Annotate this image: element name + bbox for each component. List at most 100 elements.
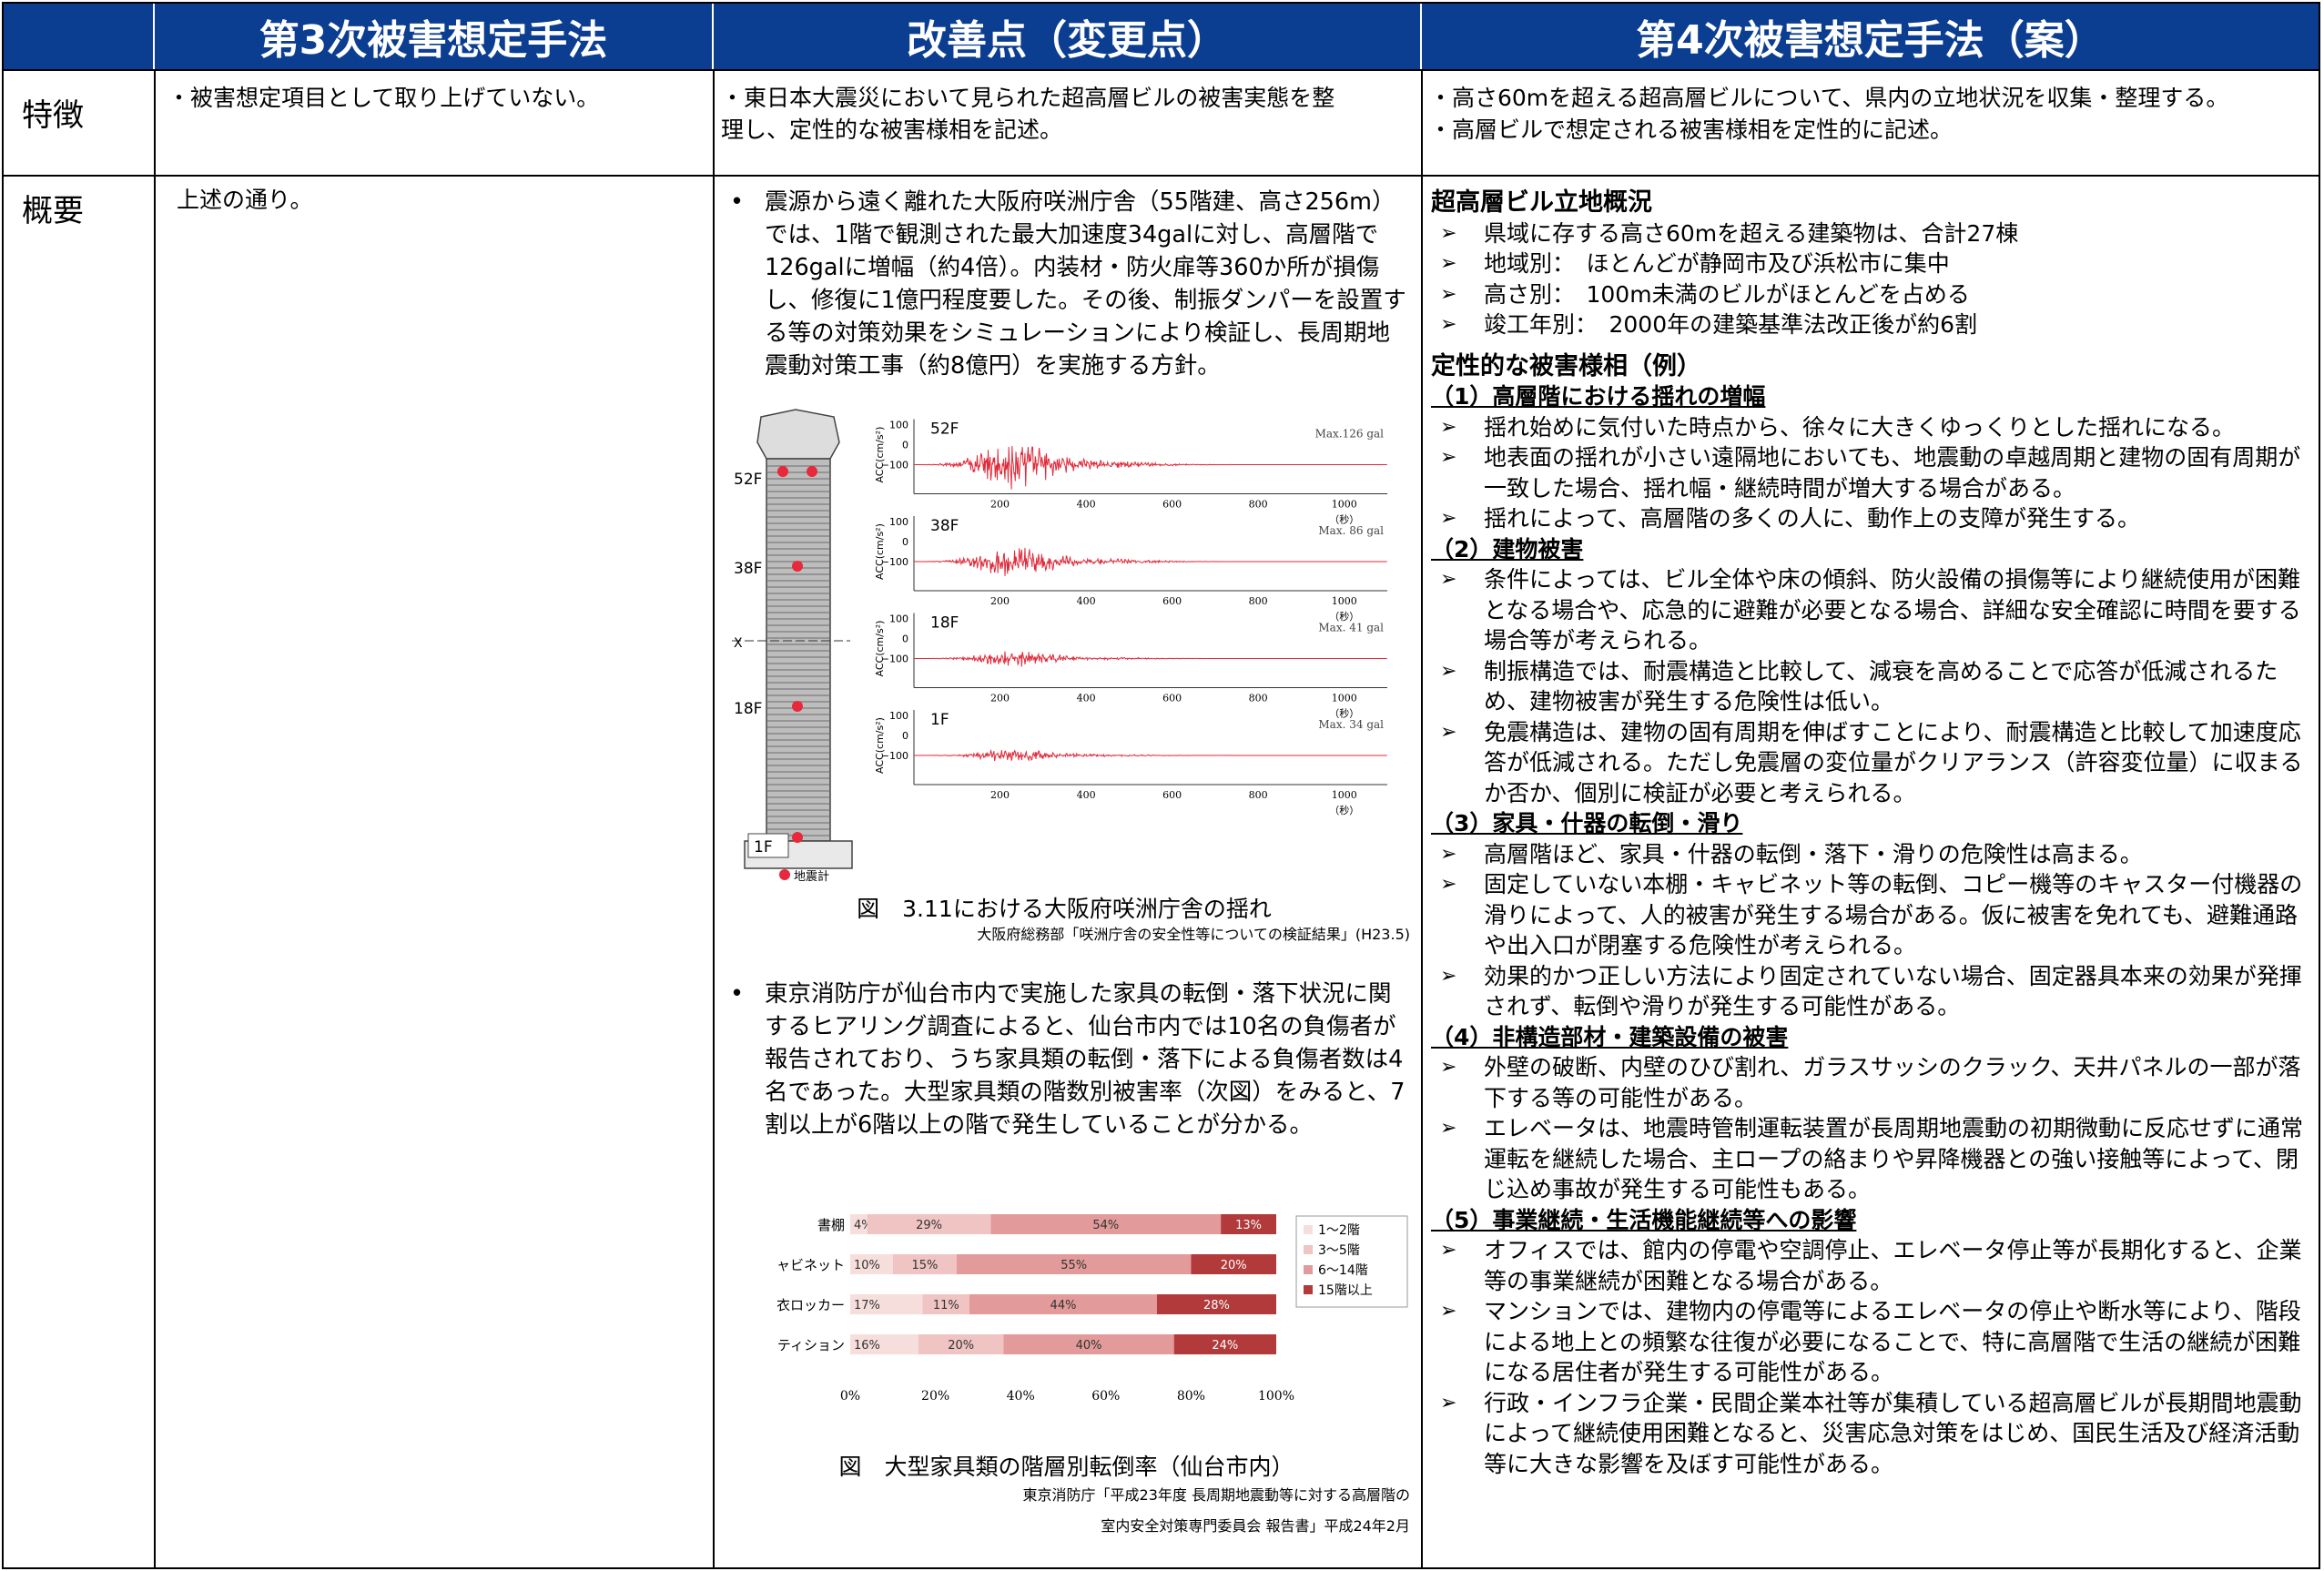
bar-segment <box>1221 1214 1276 1234</box>
s1-item: 揺れ始めに気付いた時点から、徐々に大きくゆっくりとした揺れになる。 <box>1431 412 2314 443</box>
grid-vline-1 <box>154 69 156 1567</box>
building-location-list: 県域に存する高さ60mを超える建築物は、合計27棟地域別： ほとんどが静岡市及び… <box>1431 218 2314 340</box>
col2-bullet1-block: 震源から遠く離れた大阪府咲洲庁舎（55階建、高さ256m）では、1階で観測された… <box>717 186 1409 382</box>
trace-max-label: Max. 41 gal <box>1318 621 1384 633</box>
bar-segment <box>850 1334 918 1354</box>
s1-list: 揺れ始めに気付いた時点から、徐々に大きくゆっくりとした揺れになる。地表面の揺れが… <box>1431 412 2314 534</box>
bar-segment <box>969 1294 1157 1314</box>
fig2-source-line2: 室内安全対策専門委員会 報告書」平成24年2月 <box>1101 1517 1410 1535</box>
trace-floor-label: 52F <box>930 421 959 439</box>
s1-item: 揺れによって、高層階の多くの人に、動作上の支障が発生する。 <box>1431 503 2314 534</box>
bar-legend-swatch <box>1304 1265 1313 1274</box>
header-blank <box>4 4 155 69</box>
bar-legend-swatch <box>1304 1225 1313 1234</box>
bar-legend-label: 6〜14階 <box>1318 1263 1368 1278</box>
bar-data-label: 15% <box>911 1259 938 1272</box>
s2-list: 条件によっては、ビル全体や床の傾斜、防火設備の損傷等により継続使用が困難となる場… <box>1431 564 2314 808</box>
bar-legend-box <box>1295 1215 1408 1308</box>
sensor-38f <box>792 561 803 572</box>
s5-list: オフィスでは、館内の停電や空調停止、エレベータ停止等が長期化すると、企業等の事業… <box>1431 1235 2314 1479</box>
bar-data-label: 16% <box>854 1339 880 1353</box>
bar-segment <box>850 1254 893 1274</box>
h-building-locations: 超高層ビル立地概況 <box>1431 188 1652 217</box>
trace-y-tick: −100 <box>881 750 908 762</box>
s5-item: マンションでは、建物内の停電等によるエレベータの停止や断水等により、階段による地… <box>1431 1296 2314 1388</box>
trace-y-tick: 100 <box>889 516 908 528</box>
col1-row1-text: ・被害想定項目として取り上げていない。 <box>167 85 600 111</box>
furniture-overturn-chart: 書棚4%29%54%13%キャビネット10%15%55%20%更衣ロッカー17%… <box>777 1214 1408 1404</box>
bar-segment <box>990 1214 1222 1234</box>
floor-label-18f: 18F <box>734 700 762 718</box>
s3-list: 高層階ほど、家具・什器の転倒・落下・滑りの危険性は高まる。固定していない本棚・キ… <box>1431 839 2314 1022</box>
trace-max-label: Max. 34 gal <box>1318 718 1384 731</box>
grid-hline-header <box>4 69 2319 71</box>
fig1-caption: 図 3.11における大阪府咲洲庁舎の揺れ <box>857 896 1272 922</box>
trace-x-tick: 200 <box>990 499 1010 511</box>
s4-item: エレベータは、地震時管制運転装置が長周期地震動の初期微動に反応せずに通常運転を継… <box>1431 1113 2314 1205</box>
sensor-52f <box>777 466 788 477</box>
bar-data-label: 40% <box>1076 1339 1102 1353</box>
s5-item: オフィスでは、館内の停電や空調停止、エレベータ停止等が長期化すると、企業等の事業… <box>1431 1235 2314 1296</box>
bar-data-label: 55% <box>1061 1259 1087 1272</box>
s5-item: 行政・インフラ企業・民間企業本社等が集積している超高層ビルが長期間地震動によって… <box>1431 1388 2314 1480</box>
bar-segment <box>1191 1254 1276 1274</box>
bar-legend-label: 1〜2階 <box>1318 1223 1360 1238</box>
trace-y-tick: −100 <box>881 653 908 664</box>
trace-x-tick: 800 <box>1249 499 1268 511</box>
trace-x-tick: 800 <box>1249 692 1268 704</box>
trace-x-unit: （秒） <box>1329 513 1359 526</box>
bar-data-label: 13% <box>1235 1219 1262 1232</box>
s4-list: 外壁の破断、内壁のひび割れ、ガラスサッシのクラック、天井パネルの一部が落下する等… <box>1431 1052 2314 1205</box>
trace-x-tick: 1000 <box>1332 692 1357 704</box>
h-damage-aspects: 定性的な被害様相（例） <box>1431 351 1701 380</box>
grid-vline-2 <box>713 69 715 1567</box>
col2-row1-line2: 理し、定性的な被害様相を記述。 <box>721 117 1063 143</box>
trace-waveform <box>914 547 1387 576</box>
bar-legend-swatch <box>1304 1245 1313 1254</box>
trace-x-tick: 200 <box>990 692 1010 704</box>
s5-title: （5）事業継続・生活機能継続等への影響 <box>1431 1206 1857 1233</box>
trace-x-tick: 1000 <box>1332 499 1357 511</box>
s2-title: （2）建物被害 <box>1431 535 1584 563</box>
bar-category-label: 書棚 <box>817 1217 845 1233</box>
building-drawing: X 1F 地震計 52F 38F 18F <box>732 409 853 884</box>
col2-row1-line1: ・東日本大震災において見られた超高層ビルの被害実態を整 <box>721 85 1335 111</box>
bar-data-label: 54% <box>1092 1219 1119 1232</box>
trace-y-label: ACC(cm/s²) <box>874 621 886 677</box>
col2-bullet-list-1: 震源から遠く離れた大阪府咲洲庁舎（55階建、高さ256m）では、1階で観測された… <box>717 186 1409 382</box>
trace-x-tick: 400 <box>1077 499 1096 511</box>
trace-waveform <box>914 748 1387 762</box>
bar-segment <box>922 1294 970 1314</box>
seismograph-figure: X 1F 地震計 52F 38F 18F 1000−100ACC(cm/s²)2… <box>732 409 1387 884</box>
trace-x-tick: 600 <box>1162 692 1182 704</box>
trace-floor-label: 18F <box>930 613 959 632</box>
trace-x-tick: 600 <box>1162 499 1182 511</box>
trace-y-tick: −100 <box>881 460 908 471</box>
header-col1: 第3次被害想定手法 <box>155 4 714 69</box>
sensor-legend-label: 地震計 <box>794 869 829 884</box>
grid-hline-row1 <box>4 175 2319 177</box>
bar-data-label: 11% <box>933 1299 959 1313</box>
trace-x-tick: 600 <box>1162 595 1182 607</box>
trace-x-tick: 400 <box>1077 789 1096 801</box>
bar-x-tick: 0% <box>840 1389 860 1404</box>
trace-x-unit: （秒） <box>1329 706 1359 719</box>
sensor-18f <box>792 701 803 712</box>
col1-row2-text: 上述の通り。 <box>177 187 313 213</box>
sensor-legend-dot <box>779 869 790 880</box>
s3-item: 効果的かつ正しい方法により固定されていない場合、固定器具本来の効果が発揮されず、… <box>1431 961 2314 1022</box>
trace-y-tick: −100 <box>881 556 908 568</box>
bar-x-tick: 100% <box>1258 1389 1294 1404</box>
trace-max-label: Max.126 gal <box>1315 428 1385 441</box>
bar-segment <box>850 1294 923 1314</box>
trace-x-tick: 400 <box>1077 692 1096 704</box>
bar-segment <box>1173 1334 1276 1354</box>
s1-item: 地表面の揺れが小さい遠隔地においても、地震動の卓越周期と建物の固有周期が一致した… <box>1431 442 2314 503</box>
trace-waveform <box>914 445 1387 490</box>
floor-label-38f: 38F <box>734 560 762 578</box>
